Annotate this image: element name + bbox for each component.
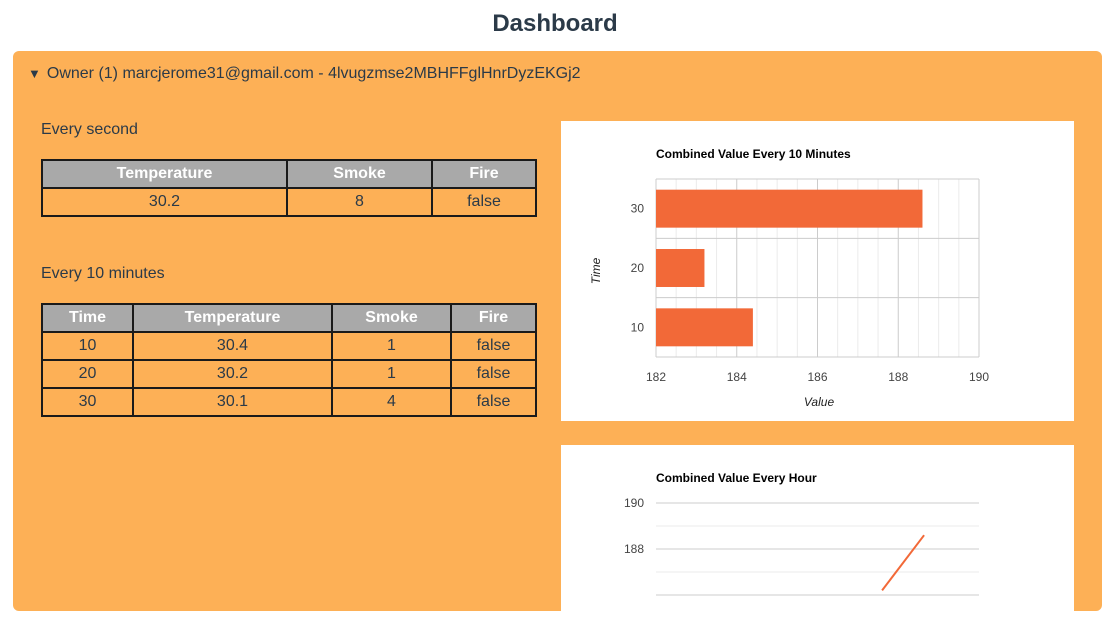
bar-chart-card: Combined Value Every 10 Minutes 30 20 10 18…: [561, 121, 1074, 421]
table-row: 30.2 8 false: [41, 187, 537, 217]
line-chart: Combined Value Every Hour 190 188: [624, 471, 979, 596]
y-axis-title: Time: [589, 257, 603, 284]
cell-time: 10: [41, 331, 134, 361]
cell-time: 20: [41, 359, 134, 389]
triangle-down-icon: ▼: [28, 66, 41, 81]
y-tick-label: 10: [631, 320, 645, 334]
cell-time: 30: [41, 387, 134, 417]
col-header-fire: Fire: [431, 159, 537, 189]
cell-smoke: 4: [331, 387, 452, 417]
table-row: 20 30.2 1 false: [41, 359, 537, 389]
y-tick-label: 20: [631, 261, 645, 275]
table-row: 30 30.1 4 false: [41, 387, 537, 417]
col-header-temperature: Temperature: [132, 303, 333, 333]
bar: [656, 189, 923, 228]
cell-temperature: 30.4: [132, 331, 333, 361]
cell-smoke: 1: [331, 359, 452, 389]
x-axis-title: Value: [804, 395, 835, 409]
cell-fire: false: [450, 387, 537, 417]
owner-panel: ▼ Owner (1) marcjerome31@gmail.com - 4lvu…: [13, 51, 1102, 625]
col-header-smoke: Smoke: [286, 159, 433, 189]
cell-fire: false: [431, 187, 537, 217]
y-tick-label: 30: [631, 202, 645, 216]
page-title: Dashboard: [492, 10, 618, 37]
y-tick-label: 190: [624, 496, 644, 510]
col-header-smoke: Smoke: [331, 303, 452, 333]
cell-temperature: 30.2: [132, 359, 333, 389]
cell-smoke: 8: [286, 187, 433, 217]
cell-fire: false: [450, 359, 537, 389]
cell-temperature: 30.1: [132, 387, 333, 417]
col-header-fire: Fire: [450, 303, 537, 333]
cell-smoke: 1: [331, 331, 452, 361]
x-tick-label: 188: [888, 370, 908, 384]
x-tick-label: 186: [807, 370, 827, 384]
cell-fire: false: [450, 331, 537, 361]
x-tick-label: 184: [727, 370, 747, 384]
x-tick-label: 182: [646, 370, 666, 384]
bar: [656, 308, 753, 347]
chart-title: Combined Value Every Hour: [656, 471, 817, 485]
col-header-temperature: Temperature: [41, 159, 288, 189]
every-10-minutes-label: Every 10 minutes: [41, 265, 165, 282]
bar-chart: Combined Value Every 10 Minutes 30 20 10 18…: [589, 147, 989, 409]
every-second-label: Every second: [41, 121, 138, 138]
every-second-table: Temperature Smoke Fire 30.2 8 false: [41, 159, 537, 217]
every-10-minutes-table: Time Temperature Smoke Fire 10 30.4 1 fa…: [41, 303, 537, 417]
y-tick-label: 188: [624, 542, 644, 556]
cell-temperature: 30.2: [41, 187, 288, 217]
line-chart-card: Combined Value Every Hour 190 188: [561, 445, 1074, 625]
col-header-time: Time: [41, 303, 134, 333]
x-tick-label: 190: [969, 370, 989, 384]
series-line: [881, 534, 925, 592]
bar: [656, 249, 705, 287]
chart-title: Combined Value Every 10 Minutes: [656, 147, 851, 161]
owner-label: Owner (1) marcjerome31@gmail.com - 4lvug…: [46, 65, 581, 82]
table-row: 10 30.4 1 false: [41, 331, 537, 361]
owner-toggle[interactable]: ▼ Owner (1) marcjerome31@gmail.com - 4lvu…: [28, 65, 581, 83]
